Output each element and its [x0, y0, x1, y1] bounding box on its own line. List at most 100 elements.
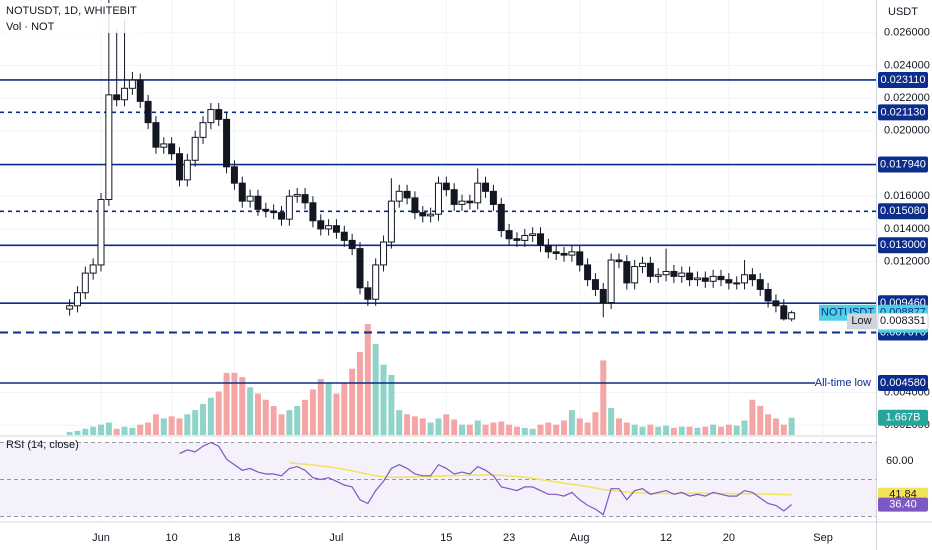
volume-bar — [98, 424, 105, 435]
volume-bar — [317, 379, 324, 435]
volume-bar — [537, 424, 544, 435]
candle-body — [293, 194, 301, 197]
volume-bar — [145, 422, 152, 435]
volume-bar — [286, 410, 293, 435]
candle-body — [230, 166, 238, 184]
marker-name-box — [847, 313, 876, 330]
volume-bar — [121, 426, 128, 435]
rsi-title: RSI (14, close) — [6, 439, 79, 451]
y-tick-label: 0.014000 — [884, 223, 930, 235]
candle-body — [223, 118, 231, 168]
candle-body — [639, 262, 647, 268]
volume-bar — [435, 418, 442, 435]
volume-bar — [349, 368, 356, 435]
candle-body — [772, 300, 780, 307]
candle-body — [450, 189, 458, 205]
candle-body — [411, 197, 419, 214]
volume-bar — [239, 377, 246, 435]
volume-bar — [466, 424, 473, 435]
y-tick-label: 0.022000 — [884, 92, 930, 104]
candle-body — [764, 288, 772, 302]
volume-bar — [670, 427, 677, 435]
level-label: 0.021130 — [880, 106, 925, 118]
volume-bar — [411, 416, 418, 435]
candle-body — [615, 259, 623, 263]
volume-bar — [443, 414, 450, 435]
candle-body — [733, 282, 741, 285]
volume-label: 1.667B — [886, 412, 921, 424]
volume-bar — [725, 424, 732, 435]
volume-bar — [584, 422, 591, 435]
rsi-value-label: 36.40 — [889, 499, 917, 511]
candle-body — [348, 239, 356, 250]
volume-bar — [576, 418, 583, 435]
candle-body — [356, 248, 364, 289]
candle-body — [144, 100, 152, 124]
volume-bar — [325, 383, 332, 435]
volume-bar — [678, 426, 685, 435]
candle-body — [152, 122, 160, 148]
candle-body — [301, 194, 309, 204]
candle-body — [482, 182, 490, 192]
volume-bar — [663, 425, 670, 435]
volume-bar — [718, 426, 725, 435]
candle-body — [678, 272, 686, 277]
candle-body — [576, 251, 584, 266]
y-tick-label: 0.026000 — [884, 27, 930, 39]
volume-bar — [333, 393, 340, 435]
candle-body — [693, 277, 701, 281]
volume-bar — [302, 399, 309, 435]
candle-body — [442, 182, 450, 191]
volume-bar — [608, 408, 615, 435]
volume-bar — [129, 427, 136, 435]
candle-body — [97, 199, 105, 266]
candle-body — [756, 279, 764, 290]
volume-bar — [498, 421, 505, 435]
rsi-value-box — [878, 497, 928, 512]
volume-bar — [710, 424, 717, 435]
level-label: 0.004580 — [880, 377, 926, 389]
y-tick-label: 0.016000 — [884, 190, 930, 202]
candle-body — [89, 264, 97, 274]
volume-bar — [647, 424, 654, 435]
volume-bar — [553, 424, 560, 435]
candle-body — [81, 272, 89, 294]
x-tick-label: Sep — [813, 532, 833, 544]
candle-body — [599, 288, 607, 304]
volume-bar — [474, 420, 481, 435]
volume-bar — [309, 389, 316, 435]
volume-bar — [396, 410, 403, 435]
x-tick-label: Aug — [570, 532, 590, 544]
volume-bar — [364, 324, 371, 435]
candle-body — [332, 225, 340, 233]
volume-bar — [294, 406, 301, 435]
x-tick-label: 23 — [503, 532, 515, 544]
y-tick-label: 0.012000 — [884, 256, 930, 268]
volume-bar — [788, 417, 795, 435]
candle-body — [278, 212, 286, 220]
candle-body — [623, 261, 631, 284]
volume-bar — [631, 424, 638, 435]
rsi-ma-line — [289, 462, 792, 496]
x-tick-label: 18 — [228, 532, 240, 544]
x-tick-label: 10 — [166, 532, 178, 544]
candle-body — [670, 270, 678, 277]
volume-bar — [749, 399, 756, 435]
candle-body — [552, 251, 560, 254]
candle-body — [270, 210, 278, 214]
candle-body — [505, 230, 513, 240]
volume-bar — [780, 424, 787, 435]
header-bg — [2, 3, 142, 33]
volume-bar — [757, 406, 764, 435]
rsi-value-label: 41.84 — [889, 488, 917, 500]
volume-bar — [388, 374, 395, 435]
candle-body — [364, 287, 372, 300]
volume-bar — [152, 414, 159, 435]
volume-bar — [459, 424, 466, 435]
candle-body — [113, 94, 121, 101]
volume-bar — [772, 418, 779, 435]
candle-body — [607, 259, 615, 304]
level-label: 0.023110 — [880, 74, 925, 86]
candle-body — [207, 109, 215, 124]
candle-body — [66, 305, 74, 310]
